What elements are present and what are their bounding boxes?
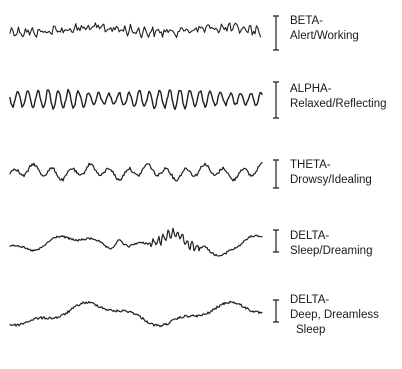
wave-name: BETA- bbox=[290, 15, 324, 27]
wave-label-delta-sleep: DELTA- Sleep/Dreaming bbox=[290, 229, 372, 259]
theta-scale-bar bbox=[273, 159, 279, 189]
wave-label-theta: THETA- Drowsy/Idealing bbox=[290, 158, 372, 188]
wave-name: THETA- bbox=[290, 159, 331, 171]
beta-wave-trace bbox=[9, 22, 262, 39]
alpha-scale-bar bbox=[273, 81, 279, 119]
delta-sleep-wave-trace bbox=[9, 227, 263, 257]
wave-label-alpha: ALPHA- Relaxed/Reflecting bbox=[290, 82, 387, 112]
wave-description: Sleep/Dreaming bbox=[290, 245, 373, 257]
wave-description: Deep, Dreamless bbox=[290, 309, 379, 321]
wave-label-delta-deep: DELTA- Deep, Dreamless Sleep bbox=[290, 293, 379, 338]
beta-scale-bar bbox=[273, 15, 279, 51]
wave-description: Drowsy/Idealing bbox=[290, 174, 372, 186]
wave-name: DELTA- bbox=[290, 230, 330, 242]
wave-description: Relaxed/Reflecting bbox=[290, 98, 387, 110]
delta-deep-wave-trace bbox=[9, 300, 263, 328]
wave-description-cont: Sleep bbox=[296, 324, 326, 336]
wave-label-beta: BETA- Alert/Working bbox=[290, 14, 359, 44]
delta-sleep-scale-bar bbox=[273, 229, 279, 253]
theta-wave-trace bbox=[9, 162, 263, 182]
delta-deep-scale-bar bbox=[273, 299, 279, 323]
wave-description: Alert/Working bbox=[290, 30, 359, 42]
wave-name: ALPHA- bbox=[290, 83, 332, 95]
wave-name: DELTA- bbox=[290, 294, 330, 306]
alpha-wave-trace bbox=[9, 88, 263, 111]
